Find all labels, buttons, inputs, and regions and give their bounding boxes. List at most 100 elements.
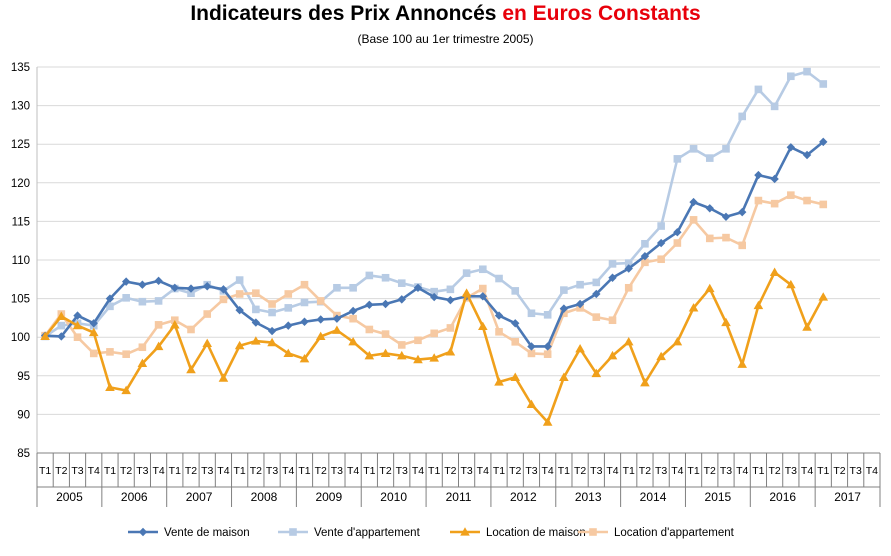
data-point xyxy=(348,337,358,346)
quarter-tick-label: T2 xyxy=(574,465,586,477)
data-point xyxy=(769,267,780,276)
data-point xyxy=(268,300,276,308)
data-point xyxy=(803,67,811,76)
quarter-tick-label: T4 xyxy=(671,465,683,477)
data-point xyxy=(656,351,666,361)
data-point xyxy=(689,216,698,224)
data-point xyxy=(381,299,390,309)
data-point xyxy=(218,373,229,382)
data-point xyxy=(349,283,357,292)
year-tick-label: 2006 xyxy=(121,490,148,504)
data-point xyxy=(106,302,114,311)
y-tick-label: 105 xyxy=(11,294,30,306)
data-point xyxy=(819,137,828,147)
year-tick-label: 2009 xyxy=(315,490,342,504)
data-point xyxy=(397,341,406,349)
data-point xyxy=(526,399,537,408)
data-point xyxy=(72,320,83,330)
data-point xyxy=(786,279,796,289)
data-point xyxy=(608,316,617,325)
quarter-tick-label: T4 xyxy=(412,465,424,477)
data-point xyxy=(479,284,487,293)
data-point xyxy=(495,327,503,336)
data-point xyxy=(787,72,795,81)
quarter-tick-label: T4 xyxy=(736,465,748,477)
data-point xyxy=(316,315,325,324)
quarter-tick-label: T1 xyxy=(558,465,570,477)
y-tick-label: 90 xyxy=(17,409,30,421)
data-point xyxy=(787,191,795,199)
data-point xyxy=(624,259,633,267)
data-point xyxy=(284,321,293,330)
data-point xyxy=(591,368,602,378)
grid-layer xyxy=(37,66,880,454)
y-tick-label: 120 xyxy=(11,178,30,190)
data-point xyxy=(365,271,374,280)
data-point xyxy=(786,143,796,152)
data-point xyxy=(446,285,455,294)
data-point xyxy=(333,283,341,292)
data-point xyxy=(105,382,115,391)
quarter-tick-label: T1 xyxy=(623,465,635,477)
data-point xyxy=(235,305,244,315)
legend-item: Vente de maison xyxy=(128,527,250,539)
data-point xyxy=(705,204,714,213)
data-point xyxy=(252,305,260,314)
data-point xyxy=(721,212,731,221)
data-point xyxy=(235,290,244,298)
series-location-de-maison xyxy=(40,267,829,426)
data-point xyxy=(722,145,730,153)
data-point xyxy=(138,297,147,306)
data-point xyxy=(737,359,748,368)
series-vente-de-maison xyxy=(40,137,828,351)
quarter-tick-label: T4 xyxy=(542,465,554,477)
data-point xyxy=(365,300,374,309)
data-point xyxy=(219,285,228,294)
data-point xyxy=(689,197,698,207)
data-point xyxy=(527,309,536,318)
data-point xyxy=(56,311,67,320)
data-point xyxy=(186,364,196,374)
data-point xyxy=(722,233,730,242)
quarter-tick-label: T3 xyxy=(655,465,667,477)
data-point xyxy=(657,222,665,230)
data-point xyxy=(381,330,390,338)
quarter-tick-label: T3 xyxy=(396,465,408,477)
data-point xyxy=(510,372,521,381)
legend-label: Vente d'appartement xyxy=(314,527,421,539)
data-point xyxy=(88,327,99,337)
data-point xyxy=(73,311,82,320)
data-point xyxy=(495,274,503,283)
quarter-tick-label: T1 xyxy=(687,465,699,477)
data-point xyxy=(234,340,245,350)
y-tick-label: 130 xyxy=(11,101,30,113)
data-point xyxy=(381,273,390,282)
data-point xyxy=(446,324,455,332)
y-tick-label: 115 xyxy=(12,216,30,228)
quarter-tick-label: T1 xyxy=(817,465,829,477)
quarter-tick-label: T3 xyxy=(136,465,148,477)
data-point xyxy=(641,239,649,248)
data-point xyxy=(802,150,812,160)
quarter-tick-label: T4 xyxy=(801,465,813,477)
data-point xyxy=(511,287,520,295)
data-point xyxy=(138,343,147,352)
quarter-tick-label: T3 xyxy=(71,465,83,477)
year-tick-label: 2007 xyxy=(186,490,213,504)
data-point xyxy=(397,279,406,287)
quarter-tick-label: T3 xyxy=(460,465,472,477)
y-tick-label: 100 xyxy=(11,332,30,344)
data-point xyxy=(721,317,731,327)
y-tick-label: 85 xyxy=(17,448,30,460)
data-point xyxy=(106,348,114,356)
data-point xyxy=(543,350,552,358)
quarter-tick-label: T2 xyxy=(833,465,845,477)
series-layer xyxy=(40,67,829,426)
quarter-tick-label: T3 xyxy=(525,465,537,477)
y-tick-label: 135 xyxy=(11,62,30,74)
quarter-tick-label: T2 xyxy=(185,465,197,477)
year-tick-label: 2011 xyxy=(446,490,472,504)
data-point xyxy=(299,354,310,363)
data-point xyxy=(154,321,163,329)
